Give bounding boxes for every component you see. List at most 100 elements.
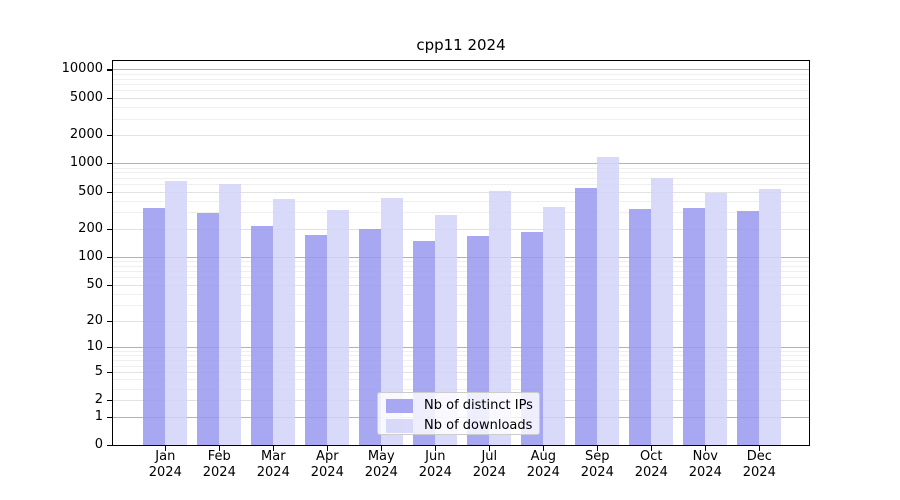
- minor-gridline: [113, 261, 809, 262]
- x-tick: [651, 446, 653, 451]
- major-gridline: [113, 69, 809, 71]
- x-tick-label: Aug 2024: [526, 449, 560, 480]
- mid-gridline: [113, 97, 809, 99]
- x-tick-label: Oct 2024: [634, 449, 668, 480]
- major-gridline: [113, 163, 809, 165]
- x-tick: [543, 446, 545, 451]
- legend: Nb of distinct IPs Nb of downloads: [377, 392, 540, 435]
- minor-gridline: [113, 83, 809, 85]
- y-tick: [107, 228, 112, 230]
- x-tick: [597, 446, 599, 451]
- legend-item-downloads: Nb of downloads: [378, 416, 539, 435]
- x-tick: [489, 446, 491, 451]
- mid-gridline: [113, 191, 809, 193]
- x-tick-label: Feb 2024: [202, 449, 236, 480]
- bar-distinct-ips-sep: [575, 187, 598, 445]
- y-tick-label: 10: [86, 339, 103, 355]
- x-tick: [273, 446, 275, 451]
- minor-gridline: [113, 200, 809, 202]
- x-tick: [165, 446, 167, 451]
- x-tick-label: Jul 2024: [472, 449, 506, 480]
- mid-gridline: [113, 284, 809, 286]
- bar-downloads-jul: [489, 190, 512, 445]
- major-gridline: [113, 347, 809, 349]
- y-tick: [107, 191, 112, 193]
- bar-distinct-ips-feb: [197, 212, 220, 445]
- y-tick-label: 200: [78, 220, 103, 236]
- y-tick-label: 0: [94, 437, 103, 452]
- y-tick-label: 1000: [69, 155, 103, 171]
- minor-gridline: [113, 212, 809, 214]
- y-tick-label: 20: [86, 312, 103, 328]
- x-tick-label: Nov 2024: [688, 449, 722, 480]
- bar-distinct-ips-nov: [683, 208, 706, 445]
- minor-gridline: [113, 90, 809, 92]
- minor-gridline: [113, 172, 809, 174]
- x-tick-label: Jun 2024: [418, 449, 452, 480]
- minor-gridline: [113, 355, 809, 357]
- minor-gridline: [113, 184, 809, 186]
- chart-title: cpp11 2024: [416, 36, 506, 54]
- bar-downloads-oct: [651, 178, 674, 445]
- bar-distinct-ips-jan: [143, 207, 166, 445]
- y-tick: [107, 135, 112, 137]
- y-tick-label: 1: [94, 408, 103, 424]
- legend-item-distinct-ips: Nb of distinct IPs: [378, 396, 539, 415]
- minor-gridline: [113, 177, 809, 179]
- minor-gridline: [113, 365, 809, 367]
- y-tick: [107, 284, 112, 286]
- x-tick-label: Dec 2024: [742, 449, 776, 480]
- y-tick: [107, 347, 112, 349]
- minor-gridline: [113, 305, 809, 306]
- y-tick-label: 5: [94, 363, 103, 379]
- minor-gridline: [113, 388, 809, 390]
- minor-gridline: [113, 265, 809, 267]
- bar-downloads-apr: [327, 210, 350, 445]
- y-tick: [107, 320, 112, 322]
- minor-gridline: [113, 78, 809, 80]
- minor-gridline: [113, 379, 809, 381]
- mid-gridline: [113, 320, 809, 322]
- minor-gridline: [113, 360, 809, 362]
- x-tick-label: Sep 2024: [580, 449, 614, 480]
- x-tick-label: Mar 2024: [256, 449, 290, 480]
- bar-downloads-jan: [165, 180, 188, 445]
- bar-downloads-mar: [273, 199, 296, 445]
- y-tick-label: 2000: [69, 127, 103, 142]
- bar-distinct-ips-oct: [629, 209, 652, 445]
- bar-downloads-dec: [759, 189, 782, 445]
- x-tick-label: Apr 2024: [310, 449, 344, 480]
- minor-gridline: [113, 106, 809, 108]
- x-tick: [435, 446, 437, 451]
- y-tick-label: 100: [78, 248, 103, 264]
- y-tick: [107, 371, 112, 374]
- minor-gridline: [113, 351, 809, 353]
- bar-downloads-nov: [705, 193, 728, 445]
- x-tick-label: Jan 2024: [148, 449, 182, 480]
- x-tick: [327, 446, 329, 451]
- y-tick: [107, 256, 112, 258]
- y-tick-label: 5000: [69, 89, 103, 105]
- x-tick-label: May 2024: [364, 449, 398, 480]
- y-tick-label: 50: [86, 276, 103, 292]
- legend-label: Nb of distinct IPs: [424, 398, 533, 413]
- legend-label: Nb of downloads: [424, 418, 533, 433]
- minor-gridline: [113, 277, 809, 279]
- mid-gridline: [113, 135, 809, 136]
- minor-gridline: [113, 293, 809, 295]
- x-tick: [381, 446, 383, 451]
- y-tick-label: 500: [78, 183, 103, 199]
- bar-distinct-ips-aug: [521, 232, 544, 445]
- bar-distinct-ips-mar: [251, 225, 274, 445]
- major-gridline: [113, 256, 809, 258]
- minor-gridline: [113, 167, 809, 169]
- bar-downloads-aug: [543, 207, 566, 445]
- mid-gridline: [113, 228, 809, 230]
- y-tick: [107, 445, 112, 447]
- bar-downloads-sep: [597, 156, 620, 445]
- minor-gridline: [113, 118, 809, 120]
- downloads-swatch: [386, 418, 413, 433]
- y-tick: [107, 400, 112, 402]
- bar-downloads-feb: [219, 184, 242, 445]
- x-tick: [759, 446, 761, 451]
